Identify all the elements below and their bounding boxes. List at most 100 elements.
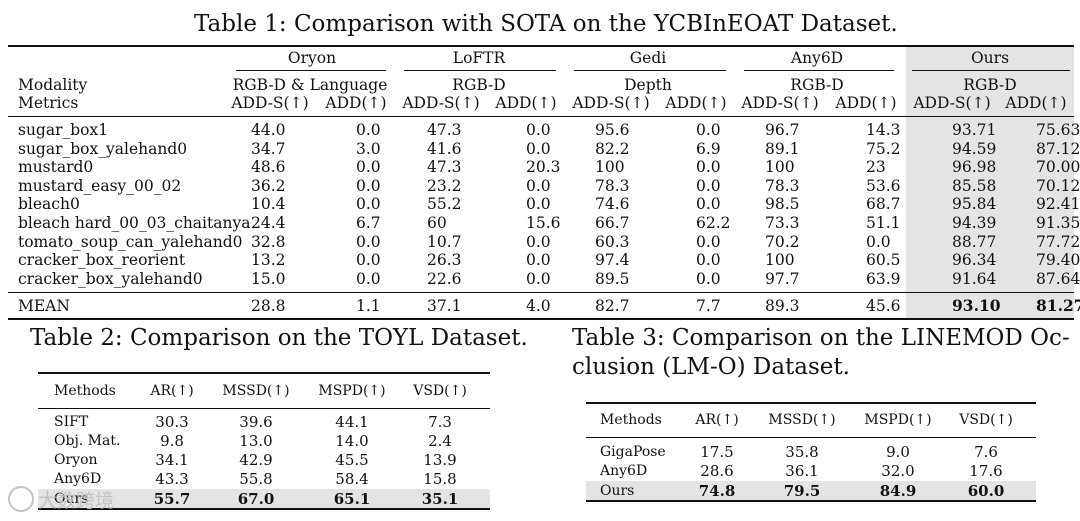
table1-row-name: cracker_box_yalehand0: [18, 269, 203, 288]
table1-metric: ADD(↑): [325, 94, 387, 112]
watermark: 大数跨境: [8, 486, 114, 513]
table1-cell: 60: [427, 214, 447, 232]
table1-mean-label: MEAN: [18, 297, 70, 315]
table3-header: MSPD(↑): [864, 412, 932, 428]
table1-cell: 23: [866, 158, 886, 177]
table3-row-name: Any6D: [600, 463, 648, 479]
table2-cell: 58.4: [335, 470, 369, 488]
table2-header: VSD(↑): [413, 383, 467, 399]
table1-cell: 62.2: [696, 214, 731, 232]
table2-ours-name: Ours: [54, 491, 89, 507]
table3-cell: 17.5: [700, 443, 734, 461]
table1-cell: 94.59: [952, 139, 997, 158]
table2-row-name: Oryon: [54, 452, 98, 468]
table3-ours-shade: [586, 481, 1036, 500]
table2-header: Methods: [54, 383, 116, 399]
table1-cell: 10.7: [427, 232, 462, 251]
table1-cell: 10.4: [251, 195, 286, 214]
table1-modality-label: Modality: [18, 76, 88, 94]
table1-metric: ADD(↑): [835, 94, 897, 112]
table3-header: Methods: [600, 412, 662, 428]
table1-row-name: sugar_box_yalehand0: [18, 139, 188, 158]
table3-bottom-rule: [586, 500, 1036, 502]
table1-cell: 0.0: [526, 139, 551, 158]
table1-cell: 95.6: [595, 121, 630, 139]
table3-ours-cell: 84.9: [879, 482, 917, 500]
table1-cell: 0.0: [356, 176, 381, 195]
table3-cell: 32.0: [881, 462, 915, 480]
table1-modality: RGB-D: [790, 76, 844, 94]
table1-row-name: bleach hard_00_03_chaitanya: [18, 214, 251, 232]
table3-ours-name: Ours: [600, 483, 635, 499]
table2-ours-cell: 65.1: [333, 490, 371, 508]
table2-ours-cell: 35.1: [421, 490, 459, 508]
table1-cell: 95.84: [952, 195, 997, 214]
table1-cell: 94.39: [952, 214, 997, 232]
table1-cell: 22.6: [427, 269, 462, 288]
table2-caption: Table 2: Comparison on the TOYL Dataset.: [30, 325, 528, 351]
table1-cell: 44.0: [251, 121, 286, 139]
table1-cmidrule: [404, 70, 556, 71]
table2-row-name: SIFT: [54, 414, 89, 430]
table1-mean-cell: 45.6: [866, 297, 901, 315]
table1-cell: 0.0: [356, 158, 381, 177]
table1-modality: RGB-D: [452, 76, 506, 94]
table2-ours-shade: [38, 489, 490, 508]
table1-ours-shade: [906, 47, 1074, 320]
table1-metric: ADD-S(↑): [402, 94, 480, 112]
table1-cell: 0.0: [696, 251, 721, 270]
table1-cell: 0.0: [696, 232, 721, 251]
table1-cell: 100: [595, 158, 625, 177]
table3-cell: 36.1: [785, 462, 819, 480]
table1-mean-cell: 93.10: [952, 296, 1001, 315]
table1-cell: 60.3: [595, 232, 630, 251]
table1-metric: ADD(↑): [1005, 94, 1067, 112]
table1-method-header: Oryon: [287, 49, 337, 67]
table2-cell: 30.3: [155, 413, 189, 431]
table1-cell: 70.12: [1036, 176, 1080, 195]
table2-cell: 15.8: [423, 470, 457, 488]
table1-cell: 41.6: [427, 139, 462, 158]
table1-mean-cell: 1.1: [356, 297, 381, 315]
table1-cell: 70.2: [765, 232, 800, 251]
table1-cell: 13.2: [251, 251, 286, 270]
table3-ours-cell: 74.8: [698, 482, 736, 500]
table1-cell: 0.0: [696, 176, 721, 195]
table1-cell: 78.3: [765, 176, 800, 195]
table1-cell: 91.35: [1036, 214, 1080, 232]
table3-header: AR(↑): [695, 412, 739, 428]
table1-modality: RGB-D: [963, 76, 1017, 94]
table2-mid-rule: [38, 408, 490, 409]
table1-cell: 87.64: [1036, 269, 1080, 288]
table1-mid-rule: [8, 116, 1074, 117]
table1-cell: 0.0: [696, 158, 721, 177]
table3-mid-rule: [586, 437, 1036, 438]
table1-cell: 53.6: [866, 176, 901, 195]
table1-method-header: LoFTR: [452, 49, 506, 67]
table1-cmidrule: [236, 70, 386, 71]
table1-row-name: mustard0: [18, 158, 94, 177]
table1-metric: ADD(↑): [665, 94, 727, 112]
table1-modality: Depth: [624, 76, 672, 94]
table2-cell: 44.1: [335, 413, 369, 431]
table1-cell: 78.3: [595, 176, 630, 195]
table1-cell: 47.3: [427, 158, 462, 177]
table3-caption-line1: Table 3: Comparison on the LINEMOD Oc-: [572, 325, 1070, 351]
table1-cell: 34.7: [251, 139, 286, 158]
table1-metric: ADD(↑): [495, 94, 557, 112]
table1-cell: 0.0: [866, 232, 891, 251]
table1-cell: 68.7: [866, 195, 901, 214]
table1-cmidrule: [912, 70, 1070, 71]
table2-top-rule: [38, 372, 490, 374]
table1-modality: RGB-D & Language: [232, 76, 388, 94]
table3-ours-cell: 60.0: [967, 482, 1005, 500]
table1-cell: 89.5: [595, 269, 630, 288]
table1-metric: ADD-S(↑): [741, 94, 819, 112]
table1-cell: 0.0: [356, 251, 381, 270]
table1-cell: 75.2: [866, 139, 901, 158]
table2-cell: 13.9: [423, 451, 457, 469]
table1-cell: 87.12: [1036, 139, 1080, 158]
table1-cell: 0.0: [356, 121, 381, 139]
table1-cell: 60.5: [866, 251, 901, 270]
table3-caption-line2: clusion (LM-O) Dataset.: [572, 354, 850, 380]
